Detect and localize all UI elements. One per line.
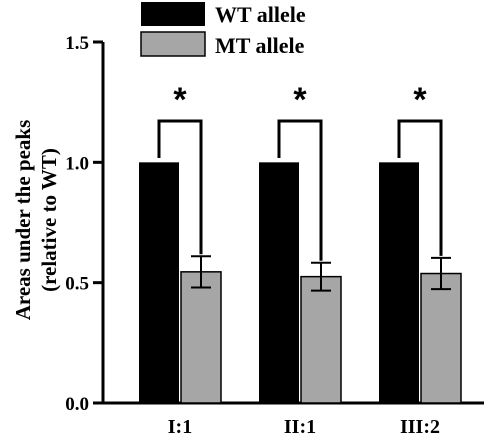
y-tick-label: 1.5: [65, 33, 89, 54]
y-tick-label: 0.5: [65, 274, 89, 295]
y-tick-label: 1.0: [65, 153, 89, 174]
bar-mt: [300, 275, 342, 404]
bar-wt: [139, 162, 179, 403]
bar-mt: [420, 272, 462, 404]
significance-bracket: [397, 119, 443, 256]
legend-swatch-wt: [141, 2, 205, 26]
y-axis-title-line2: (relative to WT): [37, 148, 61, 292]
y-tick-label: 0.0: [65, 394, 89, 415]
y-axis-title: Areas under the peaks (relative to WT): [11, 120, 61, 321]
bar-wt: [259, 162, 299, 403]
x-category-label: III:2: [400, 416, 440, 438]
x-category-label: I:1: [168, 416, 192, 438]
plot-area: 0.0 0.5 1.0 1.5 * I:1 * II:1 * III:2: [65, 33, 484, 438]
bar-wt: [379, 162, 419, 403]
significance-star: *: [173, 81, 187, 119]
significance-bracket: [277, 119, 323, 261]
x-category-label: II:1: [284, 416, 316, 438]
bar-mt: [180, 271, 222, 404]
y-axis-title-line1: Areas under the peaks: [11, 120, 35, 321]
significance-bracket: [157, 119, 203, 255]
significance-star: *: [293, 81, 307, 119]
significance-star: *: [413, 81, 427, 119]
legend-label-mt: MT allele: [215, 33, 305, 58]
legend: WT allele MT allele: [140, 2, 306, 58]
legend-swatch-mt: [140, 31, 206, 57]
legend-label-wt: WT allele: [215, 2, 306, 27]
